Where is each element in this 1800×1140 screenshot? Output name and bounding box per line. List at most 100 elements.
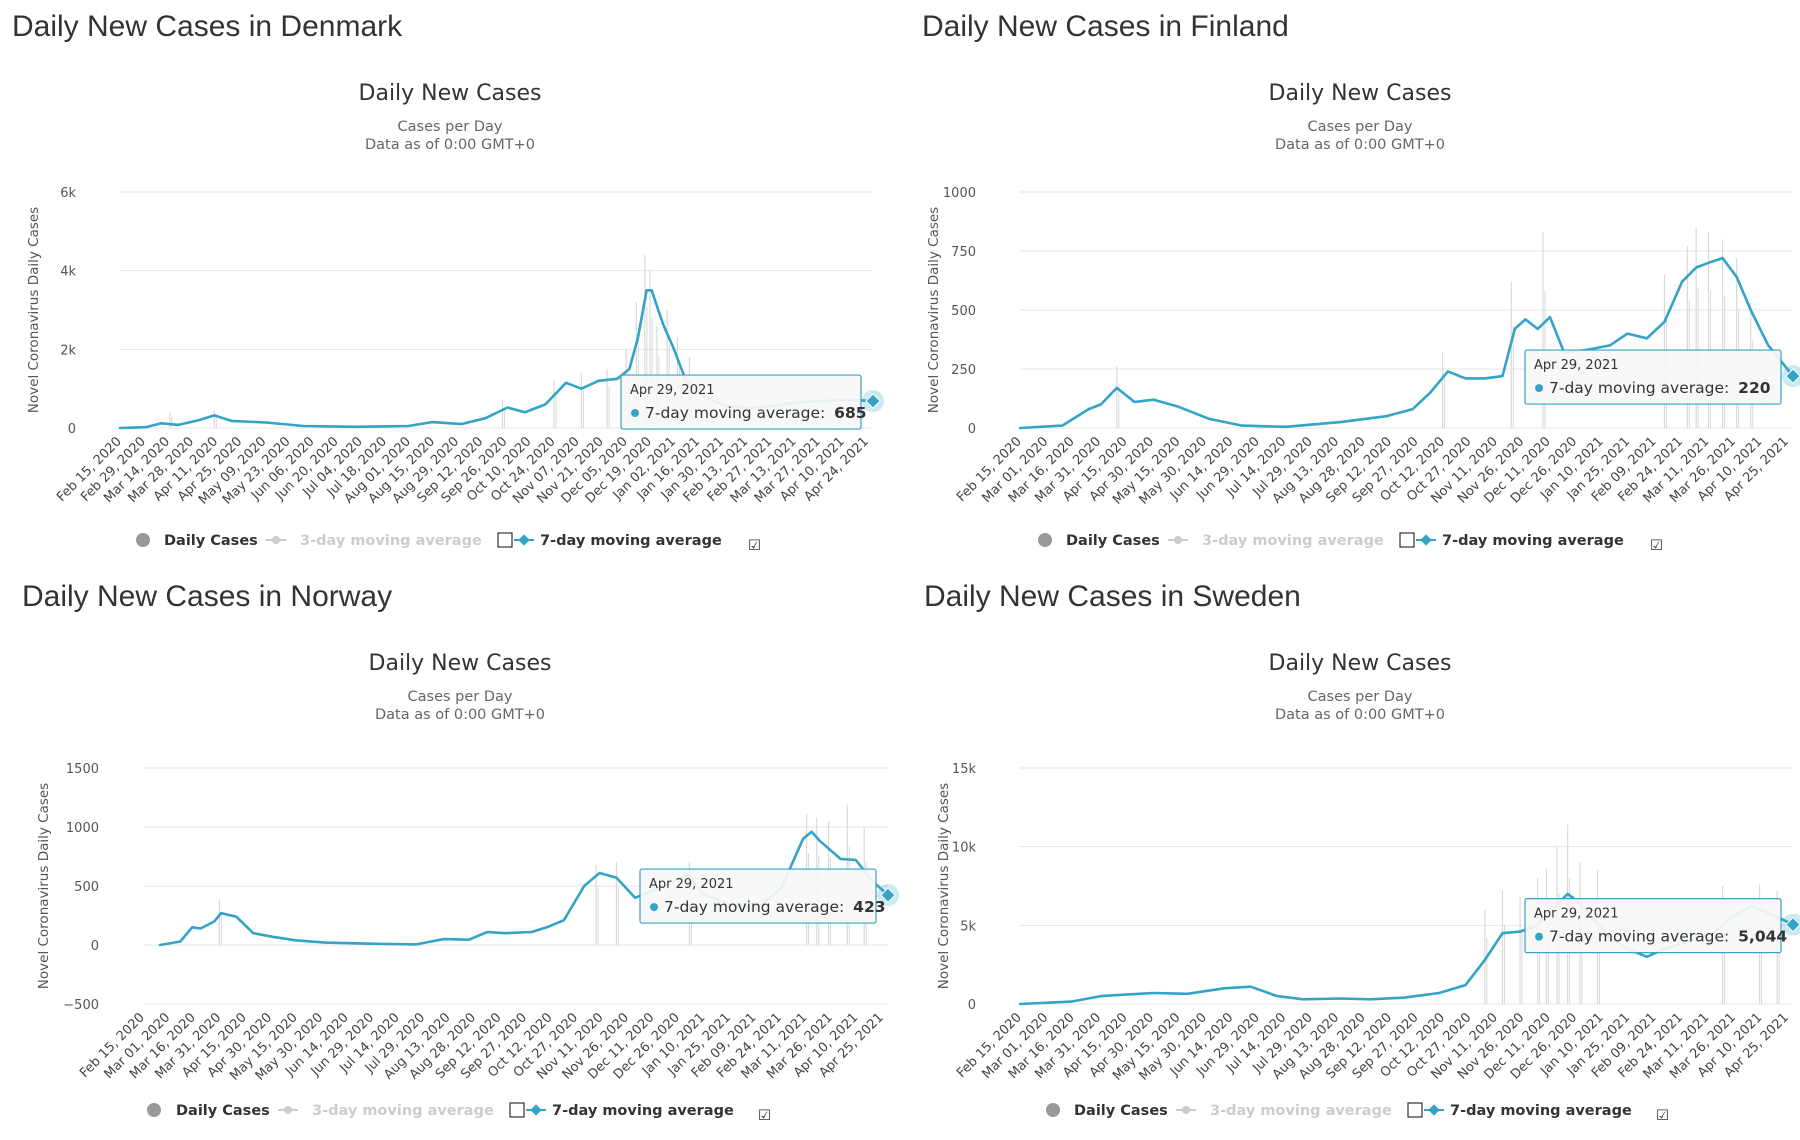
chart-title: Daily New Cases: [1269, 81, 1452, 106]
legend-daily-marker: [147, 1103, 161, 1117]
chart-subtitle: Cases per Day: [1308, 119, 1413, 135]
tooltip-box: [639, 868, 877, 924]
chart-subtitle: Data as of 0:00 GMT+0: [375, 707, 545, 723]
chart-sweden: Daily New Cases Cases per Day Data as of 0…: [936, 651, 1800, 1124]
legend-7day-marker: [530, 1104, 542, 1116]
legend-7day-label: 7-day moving average: [1450, 1103, 1632, 1119]
y-tick-label: 0: [68, 422, 76, 437]
legend-daily-label: Daily Cases: [164, 533, 258, 549]
y-tick-label: 500: [951, 304, 976, 319]
y-axis-label: Novel Coronavirus Daily Cases: [926, 207, 942, 413]
y-axis-label: Novel Coronavirus Daily Cases: [36, 783, 52, 989]
y-tick-label: 1500: [66, 762, 99, 777]
legend-7day-marker: [518, 534, 530, 546]
series-line-7day: [1018, 256, 1795, 430]
chart-title: Daily New Cases: [1269, 651, 1452, 676]
y-tick-label: 1000: [66, 821, 99, 836]
page-title: Daily New Cases in Sweden: [924, 580, 1301, 613]
tooltip-number: 685: [834, 404, 866, 422]
y-axis-label: Novel Coronavirus Daily Cases: [26, 207, 42, 413]
page-title: Daily New Cases in Finland: [922, 10, 1289, 43]
legend-3day-marker: [284, 1106, 292, 1114]
y-tick-label: 15k: [952, 762, 977, 777]
tooltip-date: Apr 29, 2021: [1534, 358, 1619, 373]
y-tick-label: 10k: [952, 841, 977, 856]
panel-norway: Daily New Cases in Norway Daily New Case…: [0, 570, 900, 1140]
y-tick-label: 0: [91, 939, 99, 954]
legend-daily-marker: [1046, 1103, 1060, 1117]
y-tick-label: −500: [63, 998, 99, 1013]
tooltip-value: 7-day moving average: 423: [664, 898, 886, 916]
tooltip-number: 423: [853, 898, 885, 916]
chart-title: Daily New Cases: [359, 81, 542, 106]
tooltip-value: 7-day moving average: 220: [1549, 379, 1771, 397]
chart-subtitle: Data as of 0:00 GMT+0: [1275, 137, 1445, 153]
point-marker: [1785, 368, 1800, 384]
tooltip-date: Apr 29, 2021: [630, 383, 715, 398]
legend-daily-marker: [1038, 533, 1052, 547]
legend-checkbox-3day: [509, 1102, 525, 1118]
tooltip-number: 220: [1738, 379, 1771, 397]
tooltip-value: 7-day moving average: 5,044: [1549, 928, 1787, 946]
chart-subtitle: Cases per Day: [398, 119, 503, 135]
y-axis-label: Novel Coronavirus Daily Cases: [936, 783, 952, 989]
panel-denmark: Daily New Cases in Denmark Daily New Cas…: [0, 0, 900, 570]
tooltip-value: 7-day moving average: 685: [645, 404, 867, 422]
legend-3day-label: 3-day moving average: [300, 533, 482, 549]
legend-3day-label: 3-day moving average: [1210, 1103, 1392, 1119]
legend-3day-label: 3-day moving average: [312, 1103, 494, 1119]
y-tick-label: 6k: [60, 186, 76, 201]
y-tick-label: 4k: [60, 265, 76, 280]
chart-norway: Daily New Cases Cases per Day Data as of 0…: [36, 651, 899, 1124]
page-title: Daily New Cases in Denmark: [12, 10, 403, 43]
legend-daily-label: Daily Cases: [1066, 533, 1160, 549]
tooltip-date: Apr 29, 2021: [1534, 907, 1619, 922]
chart-subtitle: Cases per Day: [1308, 689, 1413, 705]
legend-checkbox-7day: ☑: [1656, 1108, 1669, 1124]
legend-3day-marker: [1174, 536, 1182, 544]
legend-checkbox-7day: ☑: [1650, 538, 1663, 554]
legend-daily-label: Daily Cases: [1074, 1103, 1168, 1119]
tooltip-dot: [631, 409, 639, 418]
point-marker: [865, 393, 881, 409]
tooltip-label: 7-day moving average:: [664, 898, 849, 916]
legend-7day-label: 7-day moving average: [540, 533, 722, 549]
y-tick-label: 250: [951, 363, 976, 378]
chart-subtitle: Data as of 0:00 GMT+0: [1275, 707, 1445, 723]
tooltip-number: 5,044: [1738, 928, 1787, 946]
legend-checkbox-7day: ☑: [758, 1108, 771, 1124]
y-tick-label: 750: [951, 245, 976, 260]
panel-finland: Daily New Cases in Finland Daily New Cas…: [900, 0, 1800, 570]
legend-7day-marker: [1428, 1104, 1440, 1116]
legend-daily-marker: [136, 533, 150, 547]
panel-sweden: Daily New Cases in Sweden Daily New Case…: [900, 570, 1800, 1140]
tooltip-date: Apr 29, 2021: [649, 877, 734, 892]
y-tick-label: 1000: [943, 186, 976, 201]
point-marker: [1785, 916, 1800, 933]
tooltip-box: [620, 374, 862, 430]
point-marker: [880, 887, 896, 903]
y-tick-label: 0: [968, 998, 976, 1013]
chart-finland: Daily New Cases Cases per Day Data as of 0…: [926, 81, 1800, 554]
legend-7day-marker: [1420, 534, 1432, 546]
legend-3day-label: 3-day moving average: [1202, 533, 1384, 549]
chart-denmark: Daily New Cases Cases per Day Data as of 0…: [26, 81, 884, 554]
legend-checkbox-7day: ☑: [748, 538, 761, 554]
tooltip-dot: [650, 903, 658, 912]
legend-checkbox-3day: [497, 532, 513, 548]
legend-checkbox-3day: [1407, 1102, 1423, 1118]
legend-checkbox-3day: [1399, 532, 1415, 548]
legend-7day-label: 7-day moving average: [552, 1103, 734, 1119]
y-tick-label: 500: [74, 880, 99, 895]
legend-3day-marker: [1182, 1106, 1190, 1114]
tooltip-box: [1524, 349, 1782, 405]
tooltip-dot: [1535, 932, 1543, 941]
tooltip-label: 7-day moving average:: [645, 404, 830, 422]
chart-subtitle: Data as of 0:00 GMT+0: [365, 137, 535, 153]
page-title: Daily New Cases in Norway: [22, 580, 393, 613]
tooltip-label: 7-day moving average:: [1549, 379, 1734, 397]
chart-title: Daily New Cases: [369, 651, 552, 676]
y-tick-label: 0: [968, 422, 976, 437]
y-tick-label: 2k: [60, 343, 76, 358]
y-tick-label: 5k: [960, 919, 976, 934]
